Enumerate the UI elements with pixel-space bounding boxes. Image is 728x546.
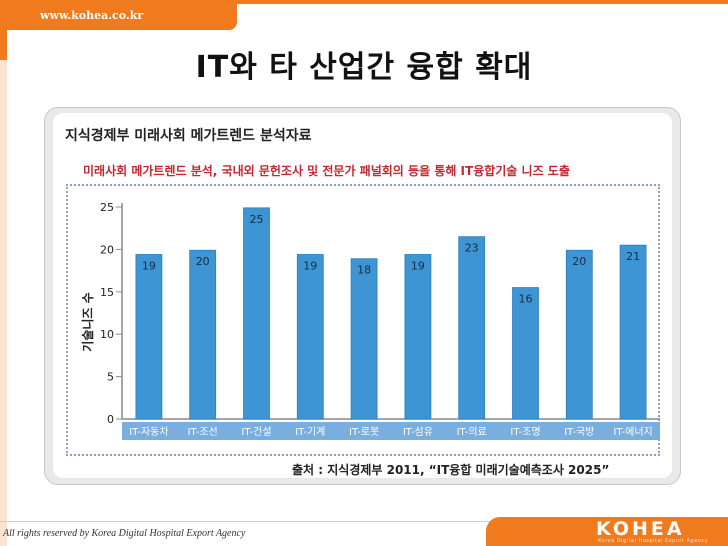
source-note: 출처 : 지식경제부 2011, “IT융합 미래기술예측조사 2025” <box>292 463 610 477</box>
website-link[interactable]: www.kohea.co.kr <box>40 9 144 22</box>
bar <box>512 287 539 420</box>
y-tick-label: 20 <box>100 243 114 256</box>
bar <box>296 254 324 420</box>
category-label: IT-에너지 <box>613 426 652 438</box>
bar <box>135 254 163 420</box>
bar-value-label: 25 <box>250 213 264 226</box>
bar-value-label: 19 <box>411 259 425 272</box>
bar <box>350 258 378 420</box>
bar <box>243 207 270 420</box>
bar <box>458 236 486 420</box>
y-axis-title: 기술니즈 수 <box>80 292 95 351</box>
chart-frame <box>66 184 660 456</box>
header-line <box>237 0 728 4</box>
bar <box>619 244 647 420</box>
category-label: IT-자동차 <box>129 426 168 438</box>
y-tick-label: 5 <box>107 371 114 384</box>
category-label: IT-기계 <box>295 426 325 438</box>
panel-subheading: 미래사회 메가트렌드 분석, 국내외 문헌조사 및 전문가 패널회의 등을 통해… <box>83 164 570 178</box>
y-tick-label: 10 <box>100 328 114 341</box>
y-tick-label: 15 <box>100 286 114 299</box>
bar <box>404 254 432 420</box>
bar <box>189 249 217 420</box>
bar-value-label: 21 <box>626 250 640 263</box>
bar <box>565 249 593 420</box>
category-label: IT-조선 <box>188 426 218 438</box>
page-title: IT와 타 산업간 융합 확대 <box>195 50 533 85</box>
footer-logo-block <box>486 517 728 546</box>
category-label: IT-조명 <box>510 426 540 438</box>
category-label: IT-로봇 <box>349 426 379 438</box>
bar-value-label: 18 <box>357 264 371 277</box>
y-tick-label: 25 <box>100 201 114 214</box>
category-label: IT-국방 <box>564 426 594 438</box>
y-tick-label: 0 <box>107 413 114 426</box>
category-label: IT-건설 <box>241 426 271 438</box>
bar-value-label: 20 <box>196 255 210 268</box>
bar-value-label: 23 <box>465 242 479 255</box>
category-label: IT-의료 <box>457 426 487 438</box>
kohea-logo: KOHEA <box>596 518 685 540</box>
side-accent-bar <box>0 0 7 546</box>
side-accent-bar-top <box>0 0 7 60</box>
footer-divider <box>0 521 728 522</box>
bar-value-label: 19 <box>142 259 156 272</box>
x-axis-band <box>122 422 660 440</box>
kohea-logo-subtitle: Korea Digital Hospital Export Agency <box>598 538 709 544</box>
panel-heading: 지식경제부 미래사회 메가트렌드 분석자료 <box>65 128 312 144</box>
bar-value-label: 19 <box>303 259 317 272</box>
bar-value-label: 20 <box>572 255 586 268</box>
footer-copyright: All rights reserved by Korea Digital Hos… <box>3 528 246 539</box>
header-tab <box>0 0 237 30</box>
bar-value-label: 16 <box>519 293 533 306</box>
category-label: IT-섬유 <box>403 426 433 438</box>
